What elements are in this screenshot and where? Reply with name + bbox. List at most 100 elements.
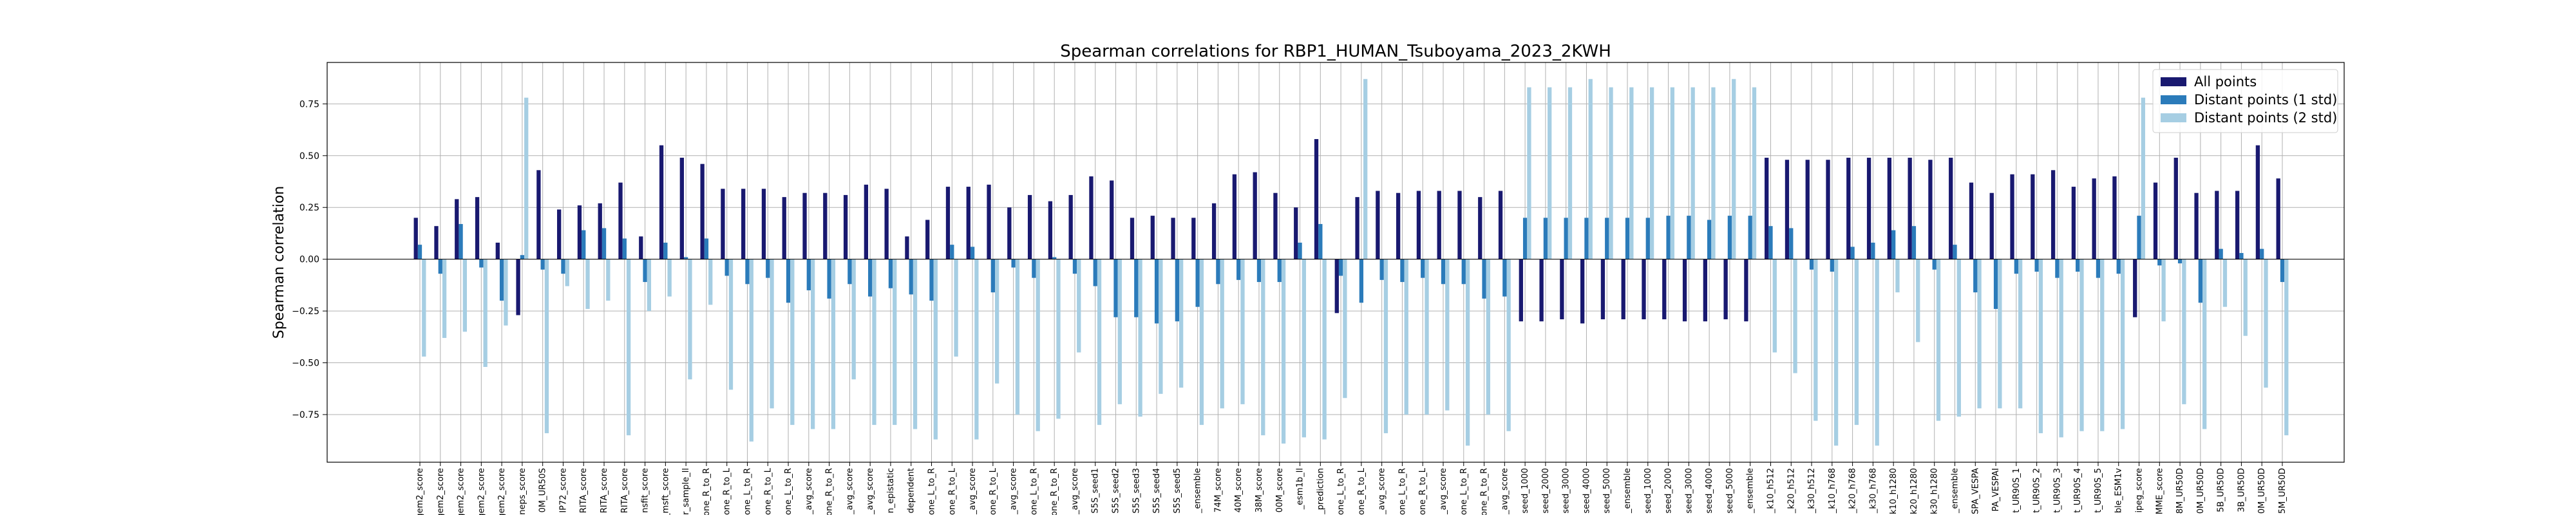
bar-series-1 bbox=[1461, 259, 1466, 285]
x-tick-label: seed_1000 bbox=[1520, 468, 1530, 514]
bar-series-0 bbox=[2235, 191, 2240, 259]
bar-series-2 bbox=[1302, 259, 1306, 438]
bar-series-2 bbox=[483, 259, 488, 367]
bar-series-0 bbox=[1027, 194, 1032, 259]
x-tick-label: _k20_h512 bbox=[1786, 468, 1796, 514]
bar-series-2 bbox=[2100, 259, 2105, 431]
bar-series-2 bbox=[1199, 259, 1204, 426]
bar-series-2 bbox=[933, 259, 938, 440]
bar-series-2 bbox=[462, 259, 468, 332]
y-tick-label: −0.50 bbox=[292, 359, 319, 369]
bar-series-0 bbox=[1130, 218, 1135, 259]
bar-series-1 bbox=[1277, 259, 1282, 283]
bar-series-0 bbox=[1785, 160, 1790, 259]
bar-series-0 bbox=[516, 259, 520, 315]
bar-series-0 bbox=[1949, 158, 1953, 259]
bar-series-0 bbox=[1110, 180, 1114, 259]
bar-series-1 bbox=[1522, 218, 1528, 259]
bar-series-2 bbox=[2202, 259, 2207, 429]
bar-series-2 bbox=[728, 259, 734, 390]
bar-series-0 bbox=[557, 209, 562, 259]
y-tick-label: −0.75 bbox=[292, 410, 319, 420]
bar-series-0 bbox=[925, 220, 930, 259]
bar-series-0 bbox=[1376, 191, 1380, 259]
bar-series-0 bbox=[1560, 259, 1564, 319]
x-tick-label: 5M_UR50D bbox=[2278, 468, 2287, 514]
bar-series-0 bbox=[495, 242, 500, 259]
x-tick-label: k20_h1280 bbox=[1909, 468, 1919, 514]
x-tick-label: eneps_score bbox=[518, 468, 527, 515]
x-tick-label: one_L_to_R bbox=[1336, 468, 1346, 515]
legend-label-all-points: All points bbox=[2194, 74, 2257, 89]
bar-series-2 bbox=[749, 259, 753, 442]
legend-swatch-all-points bbox=[2161, 77, 2186, 86]
bar-series-2 bbox=[544, 259, 549, 433]
bar-series-1 bbox=[970, 247, 975, 259]
bar-series-2 bbox=[831, 259, 836, 429]
bar-series-1 bbox=[1175, 259, 1180, 322]
bar-series-1 bbox=[1564, 218, 1568, 259]
bar-series-1 bbox=[1830, 259, 1834, 272]
bar-series-1 bbox=[2137, 216, 2141, 259]
x-tick-label: 0M_UR50D bbox=[2257, 468, 2267, 514]
bar-series-2 bbox=[2038, 259, 2043, 433]
x-tick-label: _avg_score bbox=[866, 468, 875, 515]
bar-series-1 bbox=[1932, 259, 1937, 270]
x-tick-label: S5S_seed5 bbox=[1173, 468, 1182, 514]
bar-series-1 bbox=[2034, 259, 2039, 272]
bar-series-1 bbox=[909, 259, 913, 295]
x-tick-label: _avg_score bbox=[968, 468, 978, 515]
bar-series-1 bbox=[1502, 259, 1507, 297]
bar-series-0 bbox=[1416, 191, 1421, 259]
bar-series-2 bbox=[790, 259, 795, 426]
bar-series-2 bbox=[1056, 259, 1061, 419]
x-tick-label: 38M_score bbox=[1255, 468, 1264, 512]
x-tick-label: one_R_to_L bbox=[947, 467, 957, 515]
bar-series-1 bbox=[2219, 248, 2223, 259]
bar-series-1 bbox=[2239, 253, 2244, 259]
bar-series-2 bbox=[1159, 259, 1163, 394]
x-tick-label: _avg_score bbox=[1378, 468, 1387, 515]
x-tick-label: one_R_to_R bbox=[1050, 468, 1059, 515]
bar-series-2 bbox=[994, 259, 999, 384]
bar-series-0 bbox=[1600, 259, 1605, 319]
bar-series-1 bbox=[1400, 259, 1405, 283]
bar-series-0 bbox=[1294, 207, 1298, 259]
bar-series-1 bbox=[459, 223, 463, 259]
x-tick-label: 0M_UR50D bbox=[2196, 468, 2206, 514]
bar-series-0 bbox=[1580, 259, 1585, 324]
bar-series-2 bbox=[893, 259, 897, 426]
x-tick-label: one_R_to_L bbox=[723, 467, 732, 515]
x-tick-label: ipeg_score bbox=[2135, 468, 2145, 513]
x-tick-label: MME_score bbox=[2155, 468, 2164, 514]
x-tick-label: 3B_UR50D bbox=[2237, 468, 2246, 512]
bar-series-0 bbox=[618, 182, 623, 259]
bar-series-2 bbox=[1649, 87, 1654, 259]
y-axis-label: Spearman correlation bbox=[271, 186, 287, 339]
bar-series-2 bbox=[1833, 259, 1839, 446]
x-tick-label: RITA_score bbox=[600, 468, 609, 513]
bar-series-2 bbox=[1936, 259, 1941, 421]
bar-series-0 bbox=[945, 187, 951, 259]
x-tick-label: _avg_score bbox=[1009, 468, 1019, 515]
bar-series-1 bbox=[724, 259, 729, 276]
bar-series-0 bbox=[1805, 160, 1810, 259]
bar-series-1 bbox=[1666, 216, 1671, 259]
bar-series-2 bbox=[2141, 97, 2145, 259]
x-tick-label: one_L_to_R bbox=[927, 468, 937, 515]
bar-series-1 bbox=[1011, 259, 1016, 268]
bar-series-0 bbox=[1007, 207, 1012, 259]
bar-series-0 bbox=[2194, 192, 2199, 259]
y-tick-label: 0.75 bbox=[299, 99, 319, 109]
bar-series-1 bbox=[2076, 259, 2080, 272]
x-tick-label: IP72_score bbox=[558, 468, 568, 513]
bar-series-1 bbox=[2096, 259, 2101, 278]
bar-series-1 bbox=[1953, 245, 1957, 259]
bar-series-0 bbox=[1765, 158, 1769, 259]
bar-series-0 bbox=[1355, 197, 1359, 259]
bar-series-0 bbox=[1314, 139, 1319, 259]
bar-series-1 bbox=[848, 259, 852, 285]
bar-series-1 bbox=[1072, 259, 1077, 274]
x-tick-label: one_L_to_R bbox=[743, 468, 752, 515]
x-tick-label: r_sample_ll bbox=[681, 468, 691, 515]
